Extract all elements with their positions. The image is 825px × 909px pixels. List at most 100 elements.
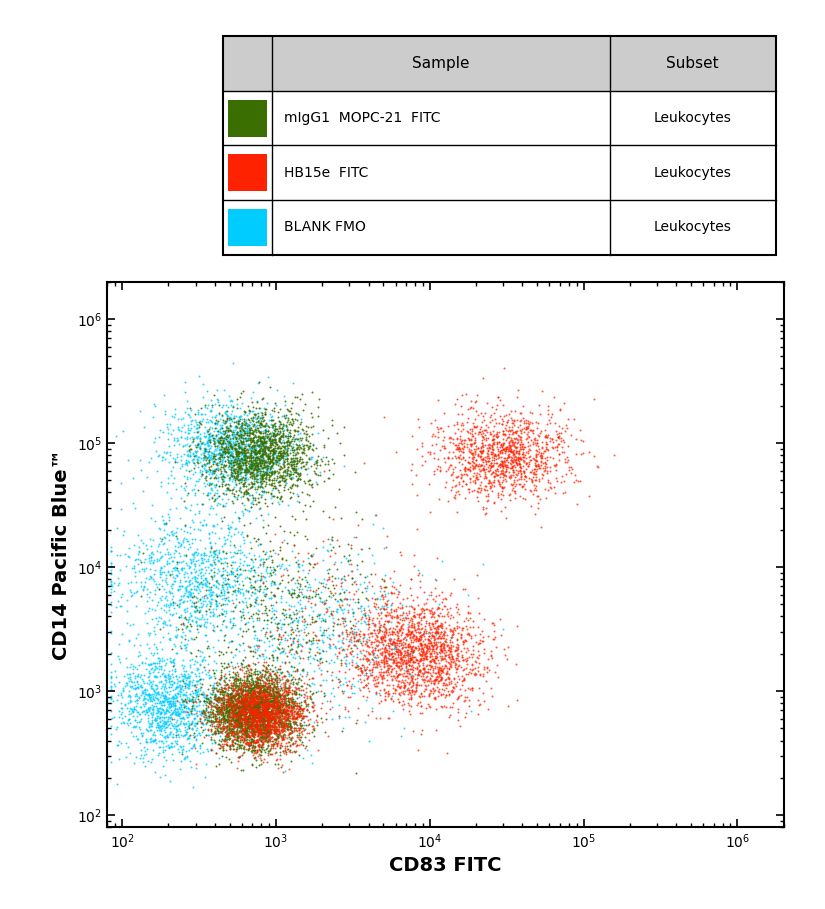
Point (262, 706, 276, 721)
Point (233, 689, 246, 704)
Point (370, 656, 384, 671)
Point (240, 698, 253, 713)
Point (252, 688, 266, 703)
Point (266, 449, 280, 464)
Point (452, 476, 465, 491)
Point (361, 660, 374, 674)
Point (463, 627, 476, 642)
Point (245, 679, 258, 694)
Point (276, 696, 289, 711)
Point (477, 408, 490, 423)
Point (370, 629, 384, 644)
Point (177, 712, 191, 726)
Point (529, 454, 542, 468)
Point (261, 716, 274, 731)
Point (491, 442, 504, 456)
Point (205, 399, 219, 414)
Point (377, 655, 390, 670)
Point (483, 415, 497, 429)
Point (170, 597, 183, 612)
Point (509, 454, 522, 469)
Point (168, 452, 182, 466)
Point (260, 729, 273, 744)
Point (160, 692, 173, 706)
Point (246, 443, 259, 457)
Point (344, 647, 357, 662)
Point (165, 581, 178, 595)
Point (205, 704, 219, 719)
Point (187, 632, 200, 646)
Point (412, 622, 426, 636)
Point (415, 706, 428, 721)
Point (247, 726, 260, 741)
Point (446, 465, 459, 480)
Point (320, 576, 333, 591)
Point (377, 656, 390, 671)
Point (153, 563, 167, 577)
Point (263, 469, 276, 484)
Point (341, 628, 354, 643)
Point (255, 633, 268, 647)
Point (366, 516, 380, 531)
Point (255, 719, 268, 734)
Point (356, 688, 370, 703)
Point (219, 701, 232, 715)
Point (253, 420, 266, 435)
Point (232, 448, 245, 463)
Point (228, 584, 241, 598)
Point (245, 756, 258, 771)
Point (393, 674, 406, 688)
Point (240, 428, 253, 443)
Point (452, 672, 465, 686)
Point (278, 745, 291, 760)
Point (220, 726, 233, 741)
Point (203, 429, 216, 444)
Point (280, 563, 293, 577)
Point (472, 425, 485, 439)
Point (256, 666, 269, 681)
Point (431, 631, 444, 645)
Point (197, 729, 210, 744)
Point (243, 678, 257, 693)
Point (243, 695, 257, 710)
Point (158, 445, 171, 459)
Point (223, 721, 236, 735)
Point (527, 465, 540, 480)
Point (204, 585, 217, 600)
Point (363, 612, 376, 626)
Point (252, 732, 266, 746)
Point (245, 717, 258, 732)
Point (233, 697, 246, 712)
Point (553, 418, 566, 433)
Point (285, 572, 299, 586)
Point (228, 709, 241, 724)
Point (290, 413, 304, 427)
Point (431, 634, 445, 649)
Point (462, 454, 475, 469)
Point (226, 429, 239, 444)
Point (181, 432, 194, 446)
Point (222, 411, 235, 425)
Point (210, 595, 223, 610)
Point (158, 452, 172, 466)
Point (241, 703, 254, 717)
Point (300, 703, 314, 717)
Point (257, 698, 271, 713)
Point (263, 723, 276, 737)
Point (246, 683, 259, 697)
Point (165, 705, 178, 720)
Point (267, 724, 280, 738)
Point (277, 454, 290, 469)
Point (370, 591, 384, 605)
Point (198, 653, 211, 667)
Point (403, 658, 416, 673)
Point (262, 727, 275, 742)
Point (188, 545, 201, 560)
Point (220, 700, 233, 714)
Point (260, 439, 273, 454)
Point (196, 708, 209, 723)
Point (516, 399, 530, 414)
Point (378, 568, 391, 583)
Point (489, 401, 502, 415)
Point (283, 701, 296, 715)
